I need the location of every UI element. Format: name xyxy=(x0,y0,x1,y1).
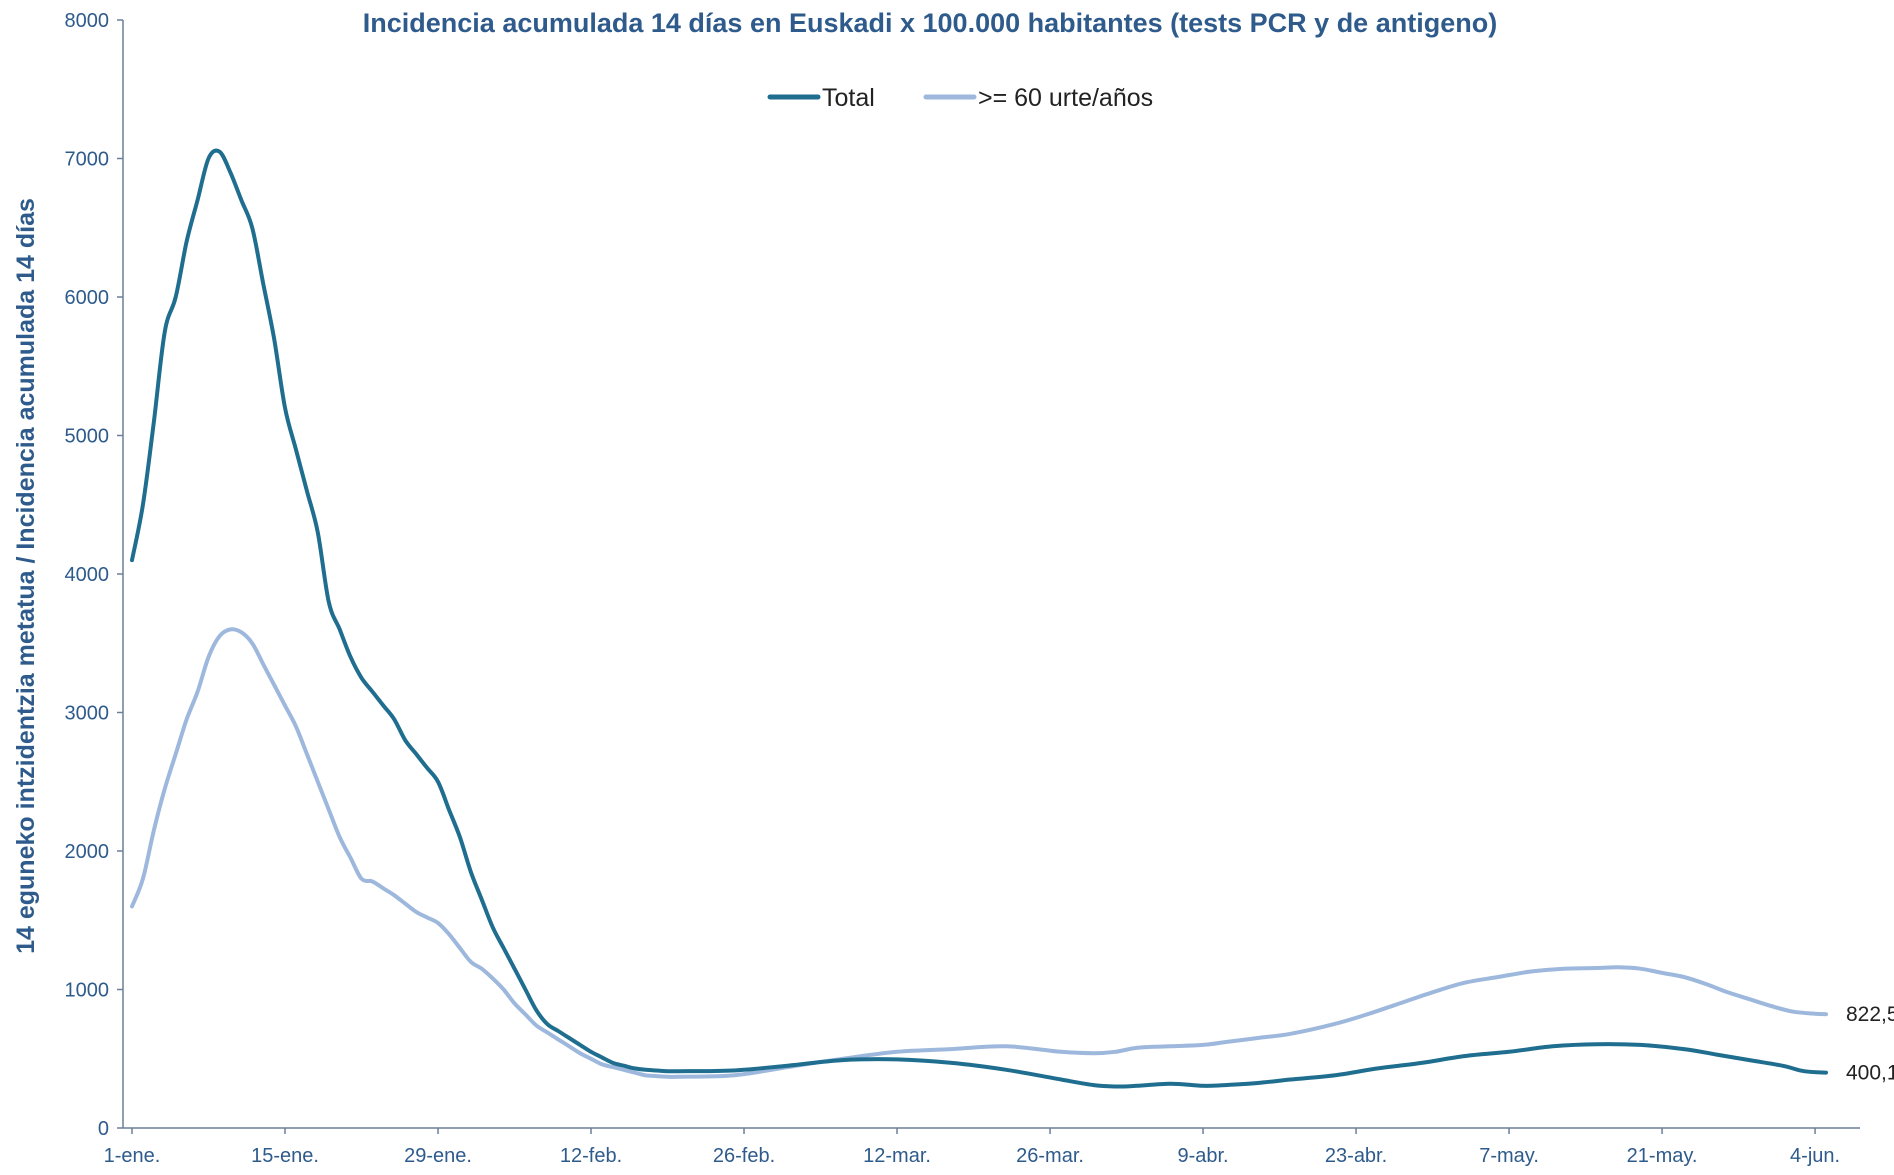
y-tick-label: 1000 xyxy=(65,980,110,1002)
x-tick-label: 21-may. xyxy=(1627,1145,1698,1167)
legend-label-total: Total xyxy=(822,84,875,112)
y-tick-label: 3000 xyxy=(65,703,110,725)
y-tick-label: 4000 xyxy=(65,564,110,586)
end-value-label-total: 400,10 xyxy=(1846,1062,1894,1085)
x-tick-label: 7-may. xyxy=(1479,1145,1539,1167)
chart-title: Incidencia acumulada 14 días en Euskadi … xyxy=(363,8,1497,38)
y-tick-label: 5000 xyxy=(65,426,110,448)
x-tick-label: 1-ene. xyxy=(104,1145,161,1167)
series-line-total xyxy=(130,148,1828,1089)
legend-label-over-60: >= 60 urte/años xyxy=(978,84,1153,112)
x-tick-label: 23-abr. xyxy=(1325,1145,1387,1167)
y-ticks: 0 1000 2000 3000 4000 5000 6000 7000 8000 xyxy=(65,10,123,1140)
x-tick-label: 4-jun. xyxy=(1790,1145,1840,1167)
x-ticks: 1-ene. 15-ene. 29-ene. 12-feb. 26-feb. 12-mar… xyxy=(104,1128,1840,1167)
end-value-label-over-60: 822,56 xyxy=(1846,1003,1894,1026)
x-tick-label: 9-abr. xyxy=(1177,1145,1228,1167)
end-labels: 822,56 400,10 xyxy=(1846,1003,1894,1084)
x-tick-label: 15-ene. xyxy=(251,1145,319,1167)
series-lines xyxy=(130,148,1828,1089)
legend: Total >= 60 urte/años xyxy=(767,84,1153,112)
x-tick-label: 29-ene. xyxy=(404,1145,472,1167)
x-tick-label: 26-mar. xyxy=(1016,1145,1084,1167)
y-tick-label: 8000 xyxy=(65,10,110,32)
y-tick-label: 2000 xyxy=(65,841,110,863)
y-tick-label: 6000 xyxy=(65,287,110,309)
y-axis-title: 14 eguneko intzidentzia metatua / Incide… xyxy=(12,198,40,954)
series-line-over-60 xyxy=(130,627,1828,1079)
y-tick-label: 7000 xyxy=(65,149,110,171)
x-tick-label: 12-mar. xyxy=(863,1145,931,1167)
y-tick-label: 0 xyxy=(98,1118,109,1140)
x-tick-label: 26-feb. xyxy=(713,1145,775,1167)
x-tick-label: 12-feb. xyxy=(560,1145,622,1167)
